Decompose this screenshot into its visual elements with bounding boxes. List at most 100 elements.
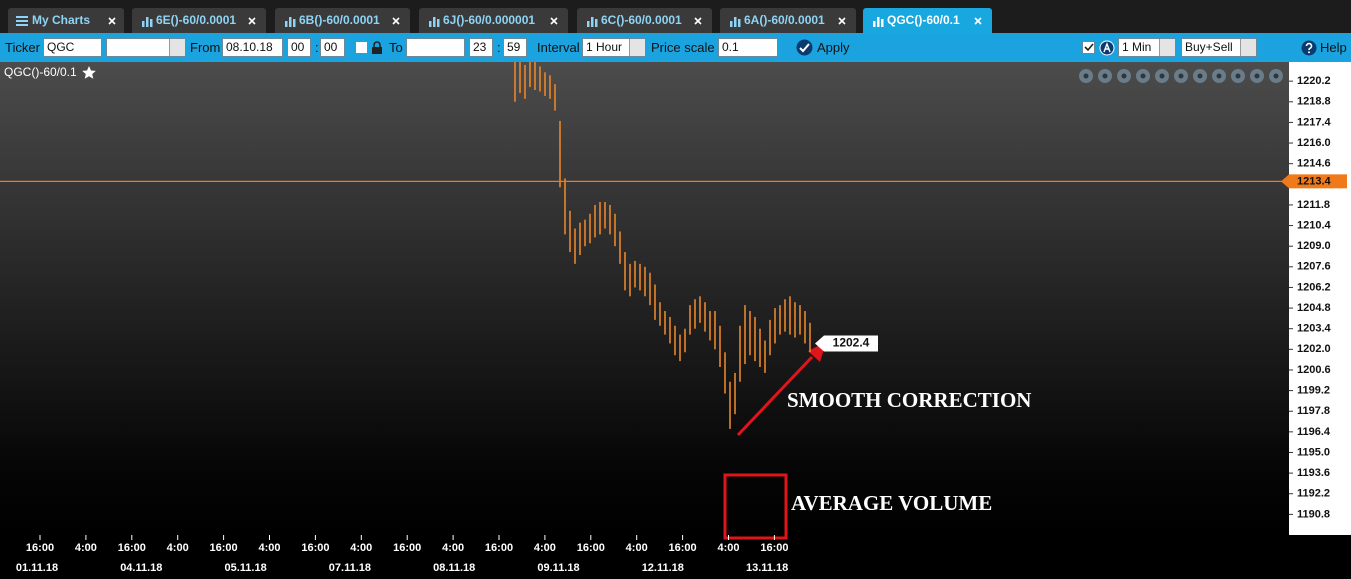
lock-icon	[372, 41, 382, 54]
interval-label: Interval	[537, 40, 580, 55]
last-price-marker	[815, 335, 878, 352]
tab-label: My Charts	[32, 13, 91, 27]
to-date[interactable]	[406, 38, 465, 57]
help-link[interactable]: Help	[1320, 40, 1347, 55]
chart-tool-icon[interactable]	[1250, 69, 1264, 83]
tab[interactable]: 6C()-60/0.0001	[577, 8, 712, 33]
tab-label: 6J()-60/0.000001	[443, 13, 536, 27]
separator: :	[315, 40, 319, 55]
close-cross	[550, 17, 558, 25]
detail-interval-select[interactable]: 1 Min	[1118, 38, 1176, 57]
price-axis	[1289, 62, 1351, 535]
y-tick-label: 1204.8	[1297, 302, 1331, 314]
volume-mode-select[interactable]: Buy+Sell	[1181, 38, 1257, 57]
x-tick-label: 4:00	[167, 542, 189, 554]
close-icon[interactable]	[974, 17, 982, 25]
y-tick-label: 1216.0	[1297, 137, 1331, 149]
tab[interactable]: 6J()-60/0.000001	[419, 8, 568, 33]
reference-label-bg	[1289, 174, 1347, 189]
help-icon[interactable]	[1301, 40, 1317, 56]
close-cross	[392, 17, 400, 25]
close-icon[interactable]	[392, 17, 400, 25]
menu-icon	[16, 16, 28, 26]
close-icon[interactable]	[248, 17, 256, 25]
chart-tool-icon[interactable]	[1098, 69, 1112, 83]
x-tick-label: 4:00	[258, 542, 280, 554]
interval-select[interactable]: 1 Hour	[582, 38, 646, 57]
tab[interactable]: 6B()-60/0.0001	[275, 8, 410, 33]
y-tick-label: 1197.8	[1297, 405, 1330, 417]
x-tick-label: 16:00	[26, 542, 54, 554]
icon-bar	[142, 21, 145, 27]
x-tick-label: 4:00	[626, 542, 648, 554]
from-date[interactable]: 08.10.18	[222, 38, 283, 57]
chart-tool-icon[interactable]	[1193, 69, 1207, 83]
apply-button[interactable]: Apply	[817, 40, 850, 55]
close-icon[interactable]	[838, 17, 846, 25]
plot-background	[0, 62, 1289, 535]
highlight-box	[723, 473, 788, 540]
from-hour[interactable]: 00	[287, 38, 311, 57]
y-tick-label: 1200.6	[1297, 364, 1331, 376]
x-tick-label: 4:00	[75, 542, 97, 554]
icon-bar	[587, 21, 590, 27]
x-tick-label: 16:00	[669, 542, 697, 554]
x-tick-label: 4:00	[534, 542, 556, 554]
tab[interactable]: 6E()-60/0.0001	[132, 8, 266, 33]
from-minute[interactable]: 00	[320, 38, 345, 57]
price-scale-input[interactable]: 0.1	[718, 38, 778, 57]
icon-bar	[146, 17, 149, 27]
checkbox[interactable]	[1082, 41, 1095, 54]
close-icon[interactable]	[550, 17, 558, 25]
favorite-icon[interactable]	[82, 66, 96, 79]
chart-tool-icon[interactable]	[1155, 69, 1169, 83]
chart-tool-icon[interactable]	[1231, 69, 1245, 83]
icon-bar	[873, 21, 876, 27]
tool-glyph	[1140, 73, 1146, 79]
chart-icon	[429, 17, 440, 27]
close-icon[interactable]	[694, 17, 702, 25]
auto-icon[interactable]	[1099, 40, 1115, 56]
x-tick-label: 4:00	[717, 542, 739, 554]
chart-tool-icon[interactable]	[1212, 69, 1226, 83]
tab[interactable]: 6A()-60/0.0001	[720, 8, 856, 33]
tab-bar: My Charts 6E()-60/0.0001 6B()-60/0.0001 6J…	[0, 0, 1351, 33]
chart-icon	[142, 17, 153, 27]
y-tick-label: 1196.4	[1297, 426, 1331, 438]
close-icon[interactable]	[108, 17, 116, 25]
y-tick-label: 1192.2	[1297, 488, 1330, 500]
x-tick-label: 16:00	[118, 542, 146, 554]
tool-glyph	[1121, 73, 1127, 79]
y-tick-label: 1217.4	[1297, 116, 1332, 128]
icon-bar	[881, 19, 884, 27]
tool-glyph	[1197, 73, 1203, 79]
reference-label: 1213.4	[1297, 175, 1332, 187]
ticker-dropdown[interactable]	[106, 38, 186, 57]
time-axis	[0, 535, 1351, 579]
chart-tool-icon[interactable]	[1079, 69, 1093, 83]
chart-tool-icon[interactable]	[1269, 69, 1283, 83]
chart-tool-icon[interactable]	[1117, 69, 1131, 83]
to-minute[interactable]: 59	[503, 38, 527, 57]
checkbox[interactable]	[355, 41, 368, 54]
close-cross	[838, 17, 846, 25]
icon-bar	[738, 19, 741, 27]
icon-bar	[591, 17, 594, 27]
separator: :	[497, 40, 501, 55]
ticker-input[interactable]: QGC	[43, 38, 102, 57]
x-date-label: 08.11.18	[433, 562, 475, 574]
x-tick-label: 16:00	[210, 542, 238, 554]
tool-glyph	[1083, 73, 1089, 79]
chart-tool-icon[interactable]	[1136, 69, 1150, 83]
apply-icon[interactable]	[796, 39, 813, 56]
tab[interactable]: QGC()-60/0.1	[863, 8, 992, 33]
chart-tool-icon[interactable]	[1174, 69, 1188, 83]
tab[interactable]: My Charts	[8, 8, 124, 33]
y-tick-label: 1210.4	[1297, 219, 1332, 231]
to-hour[interactable]: 23	[469, 38, 493, 57]
x-date-label: 13.11.18	[746, 562, 788, 574]
icon-bar	[289, 17, 292, 27]
icon-bar	[293, 19, 296, 27]
price-scale-label: Price scale	[651, 40, 715, 55]
chart: QGC()-60/0.1 1220.2 1218.8 1217.4 1216.0 121…	[0, 62, 1351, 579]
